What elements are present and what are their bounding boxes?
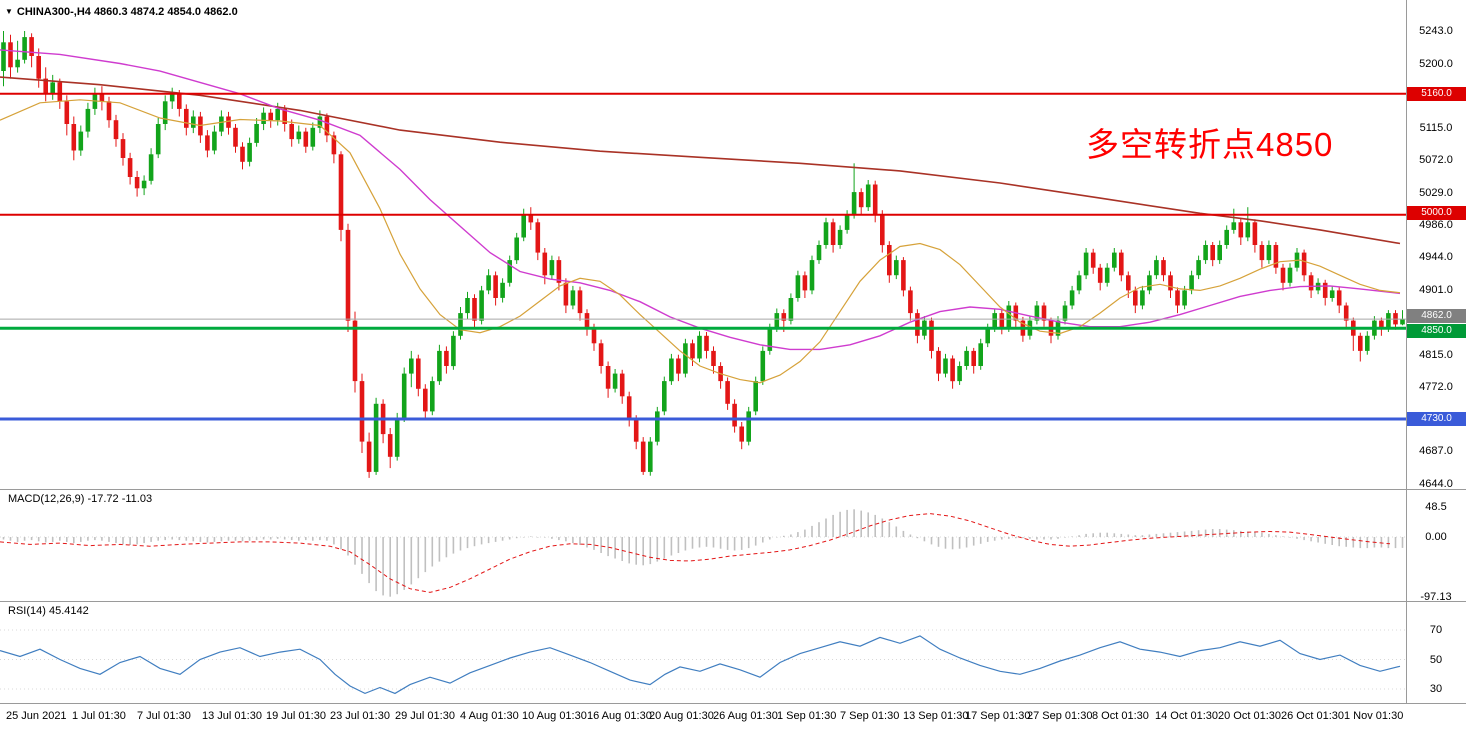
macd-axis-tick: -97.13 <box>1420 591 1452 603</box>
rsi-indicator-label: RSI(14) 45.4142 <box>8 605 89 617</box>
time-axis-label: 26 Aug 01:30 <box>713 710 778 722</box>
time-axis-label: 10 Aug 01:30 <box>522 710 587 722</box>
symbol-marker-icon: ▼ <box>5 7 13 16</box>
time-axis-label: 20 Aug 01:30 <box>649 710 714 722</box>
time-axis-label: 17 Sep 01:30 <box>965 710 1031 722</box>
macd-axis-tick: 48.5 <box>1425 501 1447 513</box>
time-axis-label: 20 Oct 01:30 <box>1218 710 1281 722</box>
horizontal-level-lines <box>0 92 1406 421</box>
time-axis-label: 14 Oct 01:30 <box>1155 710 1218 722</box>
pane-separators <box>0 0 1466 704</box>
ma-slow-darkred <box>0 76 1401 245</box>
price-axis-tick: 5200.0 <box>1419 58 1453 70</box>
time-axis-label: 25 Jun 2021 <box>6 710 67 722</box>
rsi-axis-tick: 50 <box>1429 654 1443 666</box>
time-axis-label: 7 Jul 01:30 <box>137 710 191 722</box>
time-axis-label: 29 Jul 01:30 <box>395 710 455 722</box>
time-axis-label: 26 Oct 01:30 <box>1281 710 1344 722</box>
price-badge: 5000.0 <box>1407 206 1466 220</box>
rsi-axis-tick: 30 <box>1429 683 1443 695</box>
rsi-line <box>0 635 1401 695</box>
time-axis-label: 16 Aug 01:30 <box>587 710 652 722</box>
chart-annotation-text[interactable]: 多空转折点4850 <box>1086 126 1334 163</box>
time-axis-label: 4 Aug 01:30 <box>460 710 519 722</box>
price-axis-tick: 4772.0 <box>1419 381 1453 393</box>
price-badge: 5160.0 <box>1407 87 1466 101</box>
time-axis-label: 13 Jul 01:30 <box>202 710 262 722</box>
time-axis-label: 7 Sep 01:30 <box>840 710 900 722</box>
time-axis-label: 1 Jul 01:30 <box>72 710 126 722</box>
price-axis-tick: 4944.0 <box>1419 251 1453 263</box>
ma-fast-orange <box>0 99 1401 384</box>
price-axis-tick: 5072.0 <box>1419 154 1453 166</box>
price-badge: 4862.0 <box>1407 309 1466 323</box>
price-axis-tick: 4986.0 <box>1419 219 1453 231</box>
time-axis-label: 8 Oct 01:30 <box>1092 710 1149 722</box>
time-axis-label: 13 Sep 01:30 <box>903 710 969 722</box>
macd-histogram <box>2 509 1404 597</box>
candles <box>1 31 1405 478</box>
macd-indicator-label: MACD(12,26,9) -17.72 -11.03 <box>8 493 153 505</box>
price-axis-tick: 4815.0 <box>1419 349 1453 361</box>
price-axis-tick: 5115.0 <box>1419 122 1453 134</box>
price-badge: 4850.0 <box>1407 324 1466 338</box>
price-axis-tick: 4687.0 <box>1419 445 1453 457</box>
price-axis-tick: 5029.0 <box>1419 187 1453 199</box>
time-axis-label: 27 Sep 01:30 <box>1027 710 1093 722</box>
time-axis-label: 1 Nov 01:30 <box>1344 710 1404 722</box>
ma-medium-magenta <box>0 49 1401 351</box>
price-axis-tick: 4644.0 <box>1419 478 1453 490</box>
price-badge: 4730.0 <box>1407 412 1466 426</box>
symbol-ohlc-text: CHINA300-,H4 4860.3 4874.2 4854.0 4862.0 <box>16 6 238 18</box>
time-axis-label: 19 Jul 01:30 <box>266 710 326 722</box>
price-axis-tick: 4901.0 <box>1419 284 1453 296</box>
time-axis-label: 1 Sep 01:30 <box>777 710 837 722</box>
macd-signal-line <box>0 513 1391 593</box>
time-axis-label: 23 Jul 01:30 <box>330 710 390 722</box>
symbol-info: ▼ CHINA300-,H4 4860.3 4874.2 4854.0 4862.… <box>5 6 238 18</box>
price-axis-tick: 5243.0 <box>1419 25 1453 37</box>
macd-axis-tick: 0.00 <box>1425 531 1447 543</box>
rsi-axis-tick: 70 <box>1429 624 1443 636</box>
